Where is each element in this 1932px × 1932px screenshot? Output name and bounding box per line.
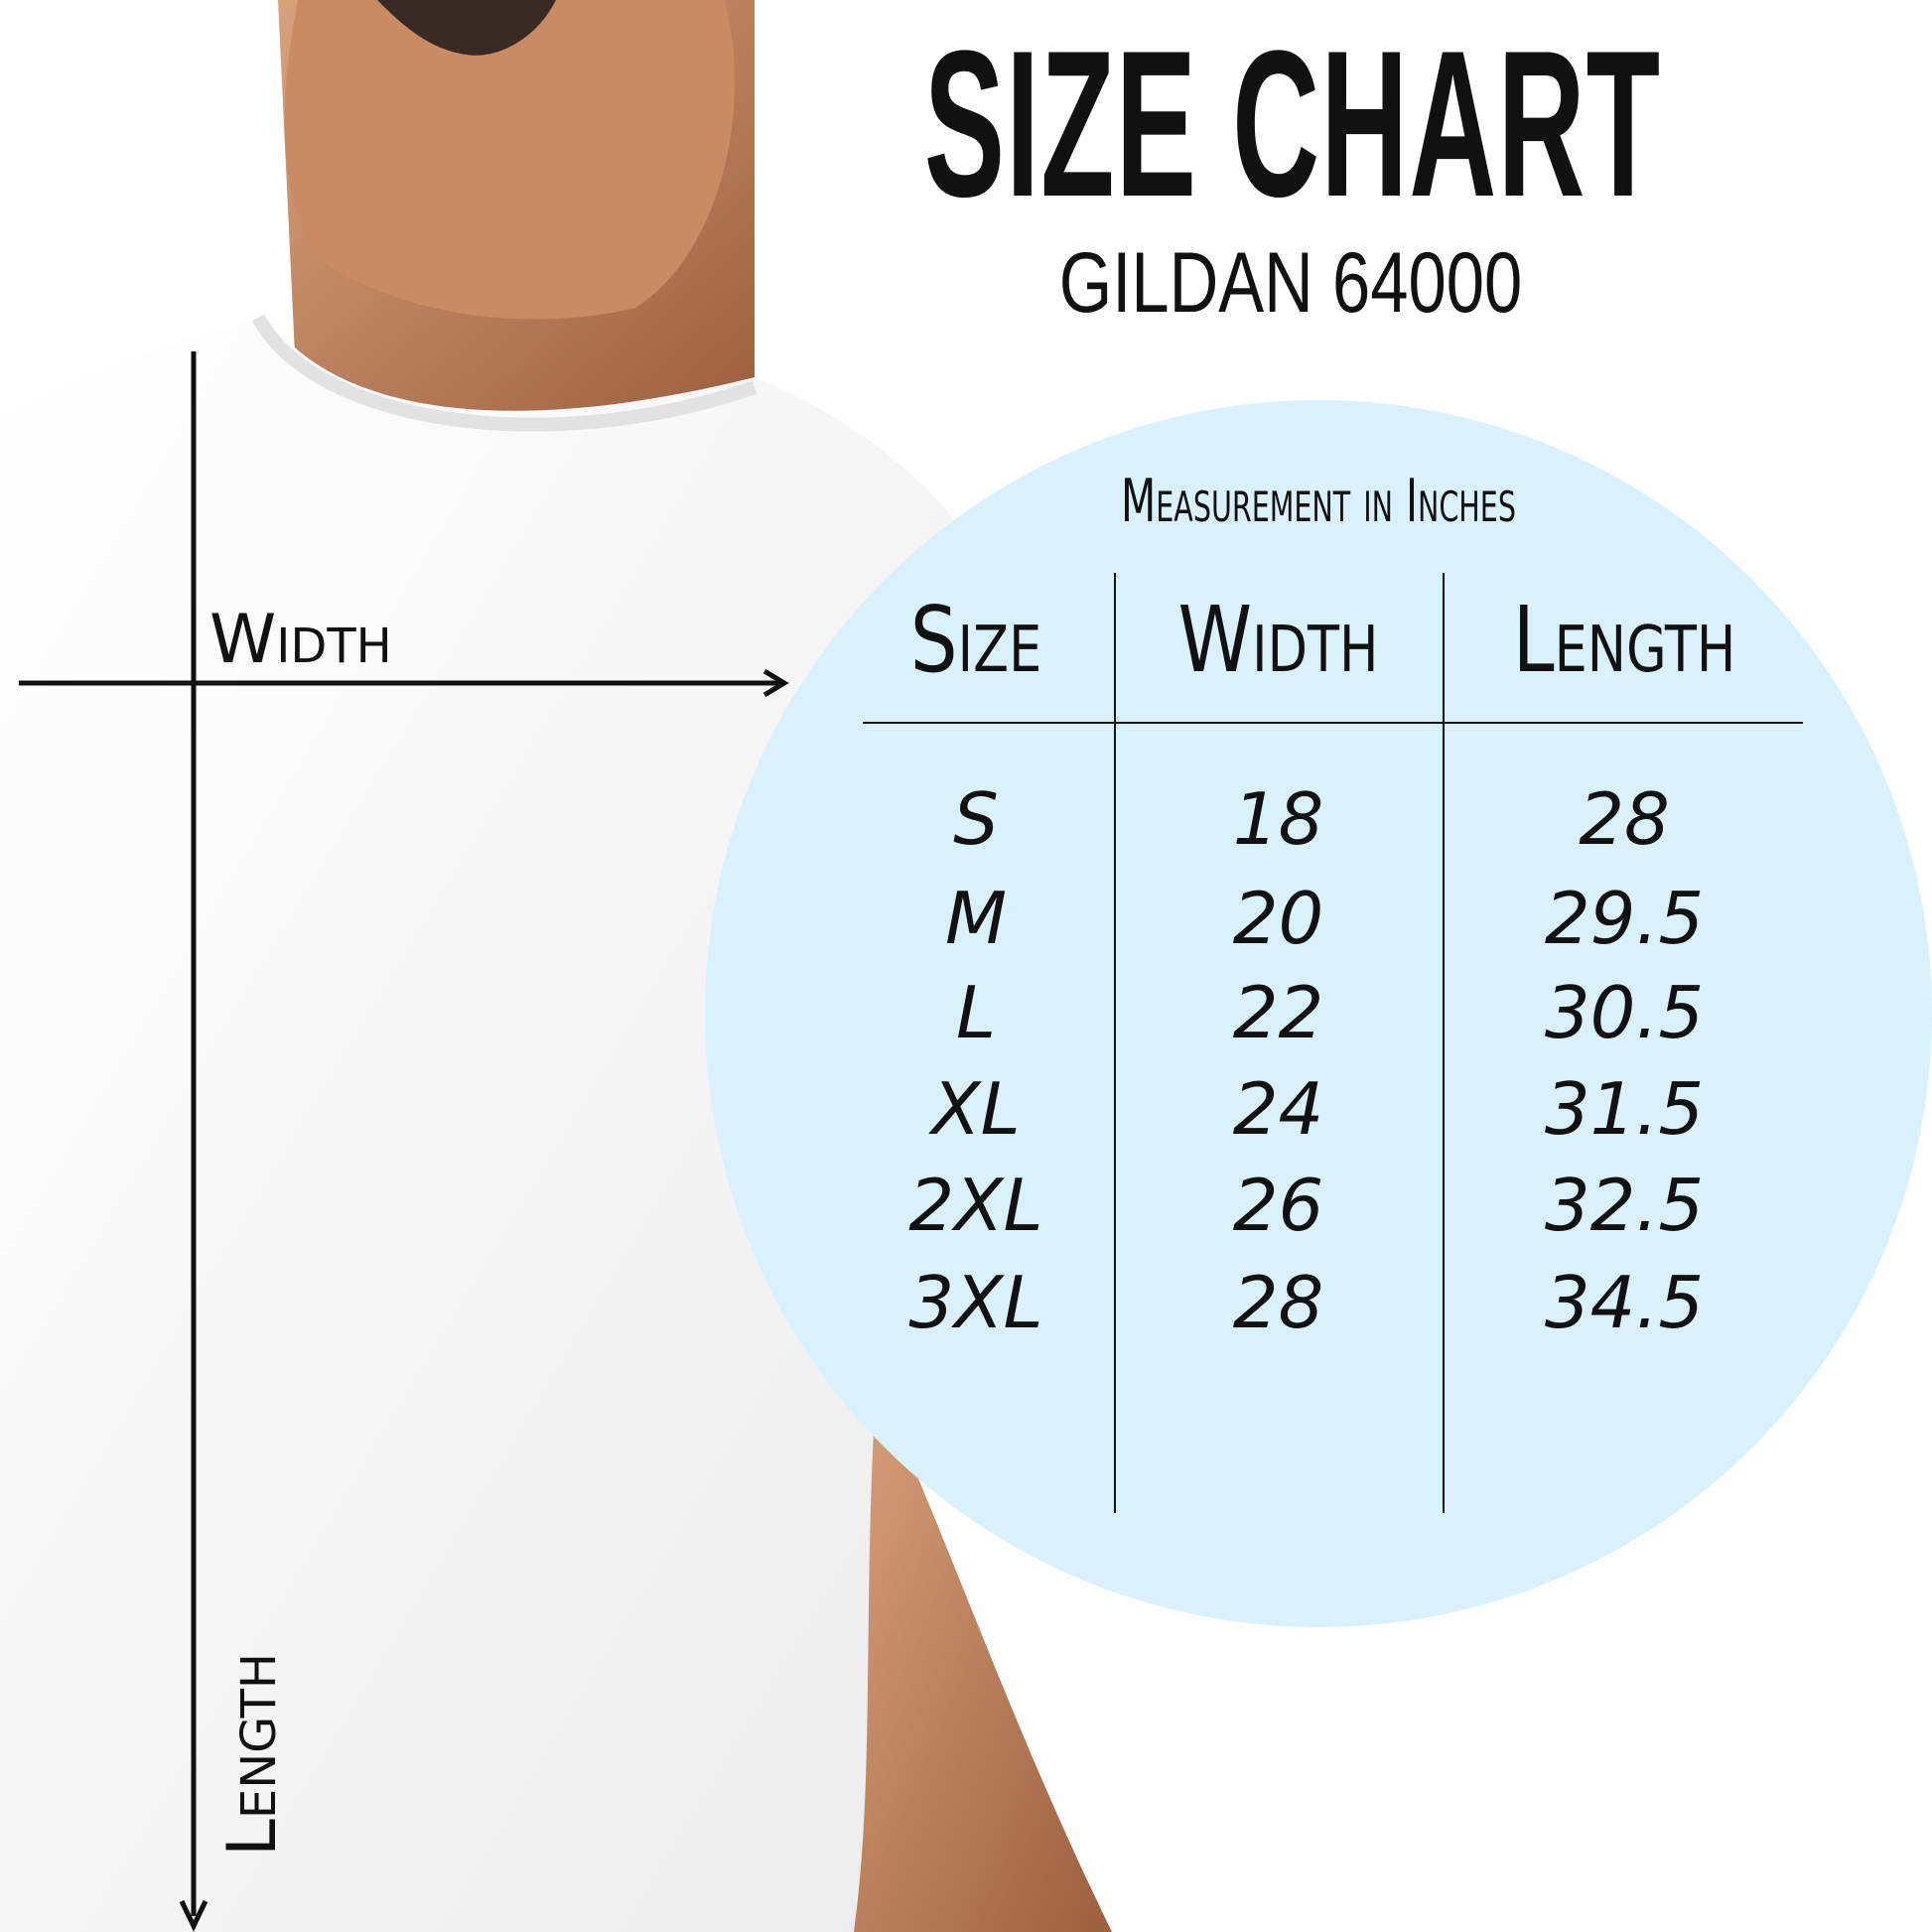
size-cell: 2XL: [908, 1164, 1043, 1247]
width-label: Width: [209, 601, 392, 679]
length-cell: 31.5: [1544, 1067, 1705, 1151]
width-cell: 20: [1232, 877, 1324, 960]
width-cell: 26: [1232, 1164, 1324, 1247]
collar: [251, 314, 758, 432]
width-cell: 28: [1232, 1261, 1324, 1344]
chart-circle: [705, 400, 1932, 1627]
width-arrowhead: [762, 668, 789, 698]
column-divider: [1443, 573, 1445, 1513]
size-cell: L: [955, 971, 997, 1054]
length-cell: 30.5: [1544, 971, 1705, 1054]
length-label: Length: [213, 1652, 292, 1857]
header-divider: [863, 722, 1803, 724]
width-cell: 18: [1232, 777, 1324, 861]
header-length: Length: [1512, 587, 1736, 693]
size-cell: XL: [931, 1067, 1021, 1151]
table-caption: Measurement in Inches: [1121, 467, 1516, 536]
length-cell: 32.5: [1544, 1164, 1705, 1247]
product-subtitle: GILDAN 64000: [1058, 235, 1523, 331]
length-cell: 34.5: [1544, 1261, 1705, 1344]
page-title: SIZE CHART: [923, 7, 1662, 240]
width-cell: 24: [1232, 1067, 1324, 1151]
face: [284, 0, 735, 320]
width-cell: 22: [1232, 971, 1324, 1054]
length-cell: 28: [1579, 777, 1670, 861]
arm: [854, 1340, 1112, 1932]
size-cell: M: [944, 877, 1008, 960]
length-arrowhead: [179, 1899, 208, 1932]
size-cell: S: [953, 777, 999, 861]
size-cell: 3XL: [908, 1261, 1043, 1344]
header-size: Size: [909, 587, 1042, 693]
column-divider: [1114, 573, 1116, 1513]
tshirt: [0, 318, 973, 1932]
length-cell: 29.5: [1544, 877, 1705, 960]
sunglasses: [258, 0, 556, 56]
header-width: Width: [1177, 587, 1379, 693]
